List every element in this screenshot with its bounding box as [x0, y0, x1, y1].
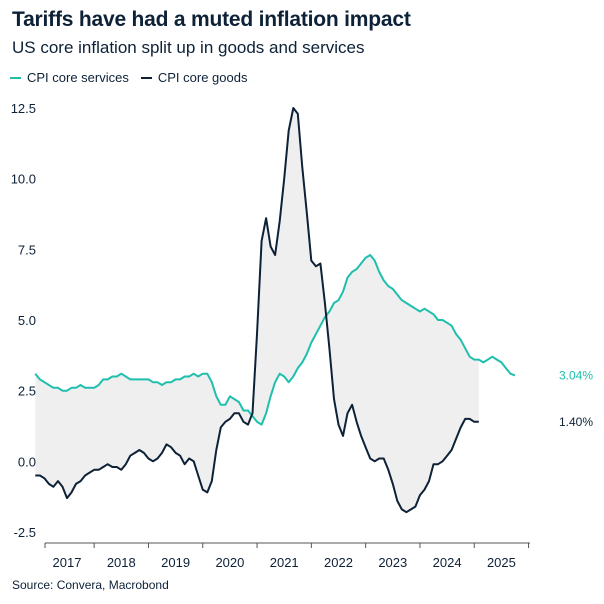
end-labels: 3.04% 1.40% [559, 368, 593, 428]
x-tick-label: 2017 [53, 555, 82, 570]
x-tick-label: 2022 [324, 555, 353, 570]
y-tick-label: 7.5 [18, 242, 36, 257]
x-tick-label: 2019 [161, 555, 190, 570]
series-line-goods [35, 107, 479, 514]
y-tick-label: 2.5 [18, 384, 36, 399]
x-tick-label: 2021 [270, 555, 299, 570]
series-lines [34, 107, 516, 514]
end-label-goods: 1.40% [559, 415, 593, 429]
source-note: Source: Convera, Macrobond [12, 578, 169, 592]
legend-item-goods: CPI core goods [140, 70, 248, 85]
x-tick-label: 2023 [378, 555, 407, 570]
chart-legend: CPI core services CPI core goods [10, 70, 247, 85]
x-tick-labels: 2017 2018 2019 2020 2021 2022 2023 2024 2025 [53, 555, 516, 570]
fill-between-area [35, 108, 479, 513]
legend-label-goods: CPI core goods [157, 70, 248, 85]
legend-item-services: CPI core services [10, 70, 129, 85]
x-tick-label: 2020 [215, 555, 244, 570]
x-axis [44, 542, 530, 548]
legend-label-services: CPI core services [27, 70, 129, 85]
x-tick-label: 2025 [487, 555, 516, 570]
end-label-services: 3.04% [559, 368, 593, 382]
legend-swatch-services [10, 76, 21, 79]
y-tick-label: 12.5 [11, 101, 36, 116]
y-tick-label: 5.0 [18, 313, 36, 328]
shaded-gap-area [35, 108, 479, 513]
legend-swatch-goods [140, 76, 152, 79]
y-tick-label: 0.0 [18, 454, 36, 469]
y-tick-label: 10.0 [11, 172, 36, 187]
series-line-services [34, 254, 516, 426]
chart-subtitle: US core inflation split up in goods and … [12, 38, 365, 57]
x-tick-label: 2018 [107, 555, 136, 570]
y-tick-label: -2.5 [14, 525, 36, 540]
chart-title: Tariffs have had a muted inflation impac… [12, 8, 411, 31]
x-tick-label: 2024 [433, 555, 462, 570]
y-axis: 12.5 10.0 7.5 5.0 2.5 0.0 -2.5 [11, 101, 36, 540]
